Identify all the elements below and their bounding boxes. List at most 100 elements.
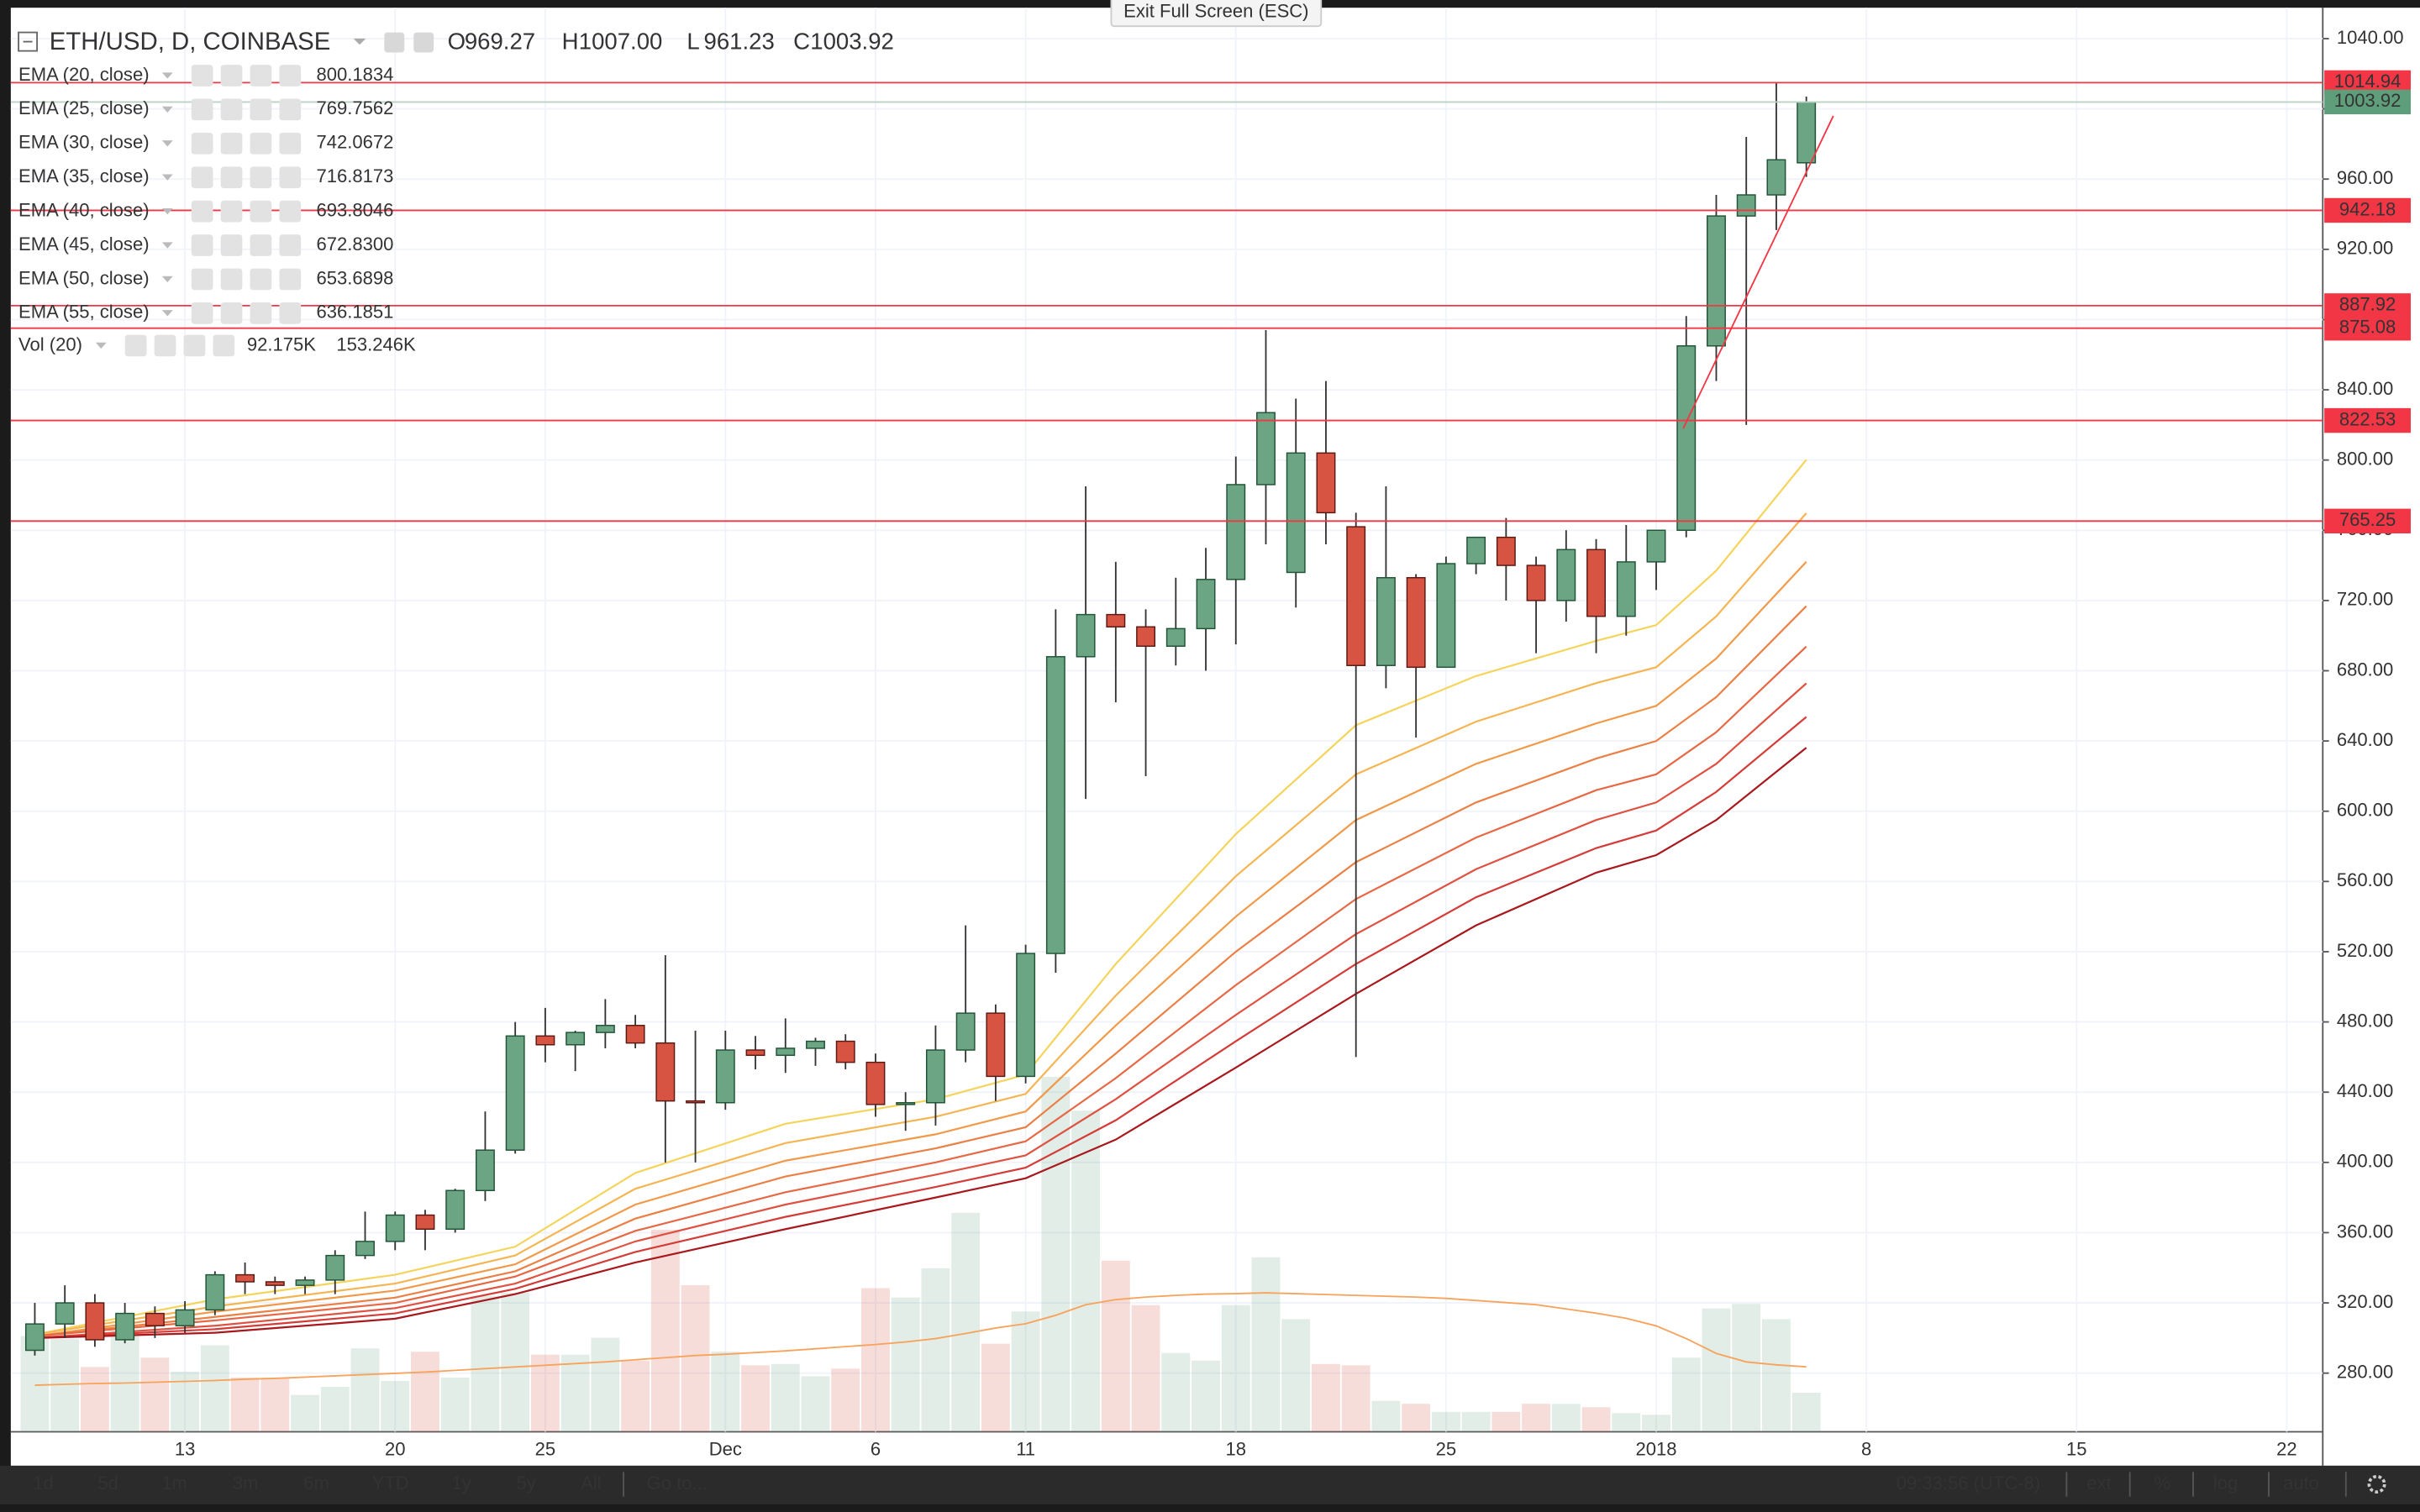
legend-icon[interactable] xyxy=(220,268,243,291)
legend-dropdown[interactable] xyxy=(161,310,173,317)
candle-body xyxy=(896,1102,916,1105)
option-button[interactable]: ext xyxy=(2086,1473,2111,1494)
candle-body xyxy=(445,1189,466,1230)
legend-dropdown[interactable] xyxy=(161,207,173,215)
legend-icon[interactable] xyxy=(191,98,213,121)
range-button[interactable]: 5d xyxy=(97,1473,118,1494)
legend-icon[interactable] xyxy=(279,98,302,121)
legend-entry: EMA (25, close) xyxy=(18,97,150,118)
legend-icon[interactable] xyxy=(191,234,213,256)
ohlc-value: 1003.92 xyxy=(810,29,894,55)
legend-icon[interactable] xyxy=(191,65,213,87)
legend-icon[interactable] xyxy=(279,200,302,223)
legend-icon[interactable] xyxy=(250,65,272,87)
legend-dropdown[interactable] xyxy=(161,72,173,79)
price-level-label: 765.25 xyxy=(2339,509,2396,530)
legend-dropdown[interactable] xyxy=(161,276,173,283)
legend-icon[interactable] xyxy=(154,334,176,357)
candle-body xyxy=(1586,549,1607,617)
legend-icon[interactable] xyxy=(220,234,243,256)
legend-icon[interactable] xyxy=(250,234,272,256)
y-tick-label: 920.00 xyxy=(2337,238,2393,259)
fullscreen-hint-box[interactable] xyxy=(1110,0,1323,28)
range-button[interactable]: 1y xyxy=(452,1473,471,1494)
x-tick-label: 2018 xyxy=(1636,1438,1677,1459)
volume-bar xyxy=(1341,1365,1370,1432)
range-button[interactable]: 3m xyxy=(233,1473,259,1494)
legend-icon[interactable] xyxy=(279,132,302,155)
legend-icon[interactable] xyxy=(191,302,213,324)
legend-icon[interactable] xyxy=(250,268,272,291)
candle-body xyxy=(1496,536,1516,566)
legend-icon[interactable] xyxy=(279,65,302,87)
range-button[interactable]: YTD xyxy=(372,1473,409,1494)
range-button[interactable]: 1m xyxy=(161,1473,187,1494)
range-button[interactable]: 5y xyxy=(517,1473,536,1494)
candle-body xyxy=(535,1035,555,1046)
candle-body xyxy=(1346,526,1366,666)
legend-entry: Vol (20) xyxy=(18,333,82,354)
dropdown-arrow[interactable] xyxy=(353,38,366,45)
ohlc-value: 1007.00 xyxy=(579,29,663,55)
legend-dropdown[interactable] xyxy=(95,342,107,349)
legend-icon[interactable] xyxy=(220,302,243,324)
legend-icon[interactable] xyxy=(191,166,213,189)
legend-icon[interactable] xyxy=(220,98,243,121)
option-button[interactable]: % xyxy=(2154,1473,2170,1494)
legend-icon[interactable] xyxy=(191,200,213,223)
legend-icon[interactable] xyxy=(279,234,302,256)
candle-body xyxy=(475,1149,495,1192)
option-button[interactable]: auto xyxy=(2283,1473,2319,1494)
range-button[interactable]: All xyxy=(581,1473,601,1494)
legend-icon[interactable] xyxy=(191,268,213,291)
legend-icon[interactable] xyxy=(279,166,302,189)
legend-dropdown[interactable] xyxy=(161,140,173,147)
legend-dropdown[interactable] xyxy=(161,174,173,181)
legend-dropdown[interactable] xyxy=(161,106,173,113)
goto-button[interactable]: Go to... xyxy=(647,1473,708,1494)
legend-icon[interactable] xyxy=(191,132,213,155)
candle-body xyxy=(625,1025,645,1044)
range-button[interactable]: 1d xyxy=(33,1473,54,1494)
ohlc-key: C xyxy=(793,29,810,55)
range-button[interactable]: 6m xyxy=(303,1473,329,1494)
legend-icon[interactable] xyxy=(250,200,272,223)
volume-bar xyxy=(1402,1404,1431,1432)
volume-bar xyxy=(1762,1319,1791,1432)
volume-bar xyxy=(1612,1413,1641,1432)
legend-icon[interactable] xyxy=(183,334,206,357)
ema-line xyxy=(34,682,1807,1339)
legend-icon[interactable] xyxy=(220,132,243,155)
legend-icon[interactable] xyxy=(279,268,302,291)
candle-body xyxy=(1286,452,1306,574)
legend-icon[interactable] xyxy=(124,334,147,357)
volume-bar xyxy=(711,1352,740,1432)
volume-bar xyxy=(471,1295,500,1432)
legend-icon[interactable] xyxy=(220,200,243,223)
legend-icon[interactable] xyxy=(250,302,272,324)
legend-icon[interactable] xyxy=(279,302,302,324)
header-icon[interactable] xyxy=(384,32,405,53)
legend-icon[interactable] xyxy=(220,166,243,189)
candle-body xyxy=(806,1040,825,1049)
volume-bar xyxy=(1791,1393,1821,1432)
volume-bar xyxy=(1671,1357,1701,1432)
candle-body xyxy=(295,1279,315,1286)
legend-icon[interactable] xyxy=(250,166,272,189)
legend-icon[interactable] xyxy=(220,65,243,87)
legend-icon[interactable] xyxy=(250,98,272,121)
price-level-tag xyxy=(2324,293,2411,318)
legend-icon[interactable] xyxy=(250,132,272,155)
option-button[interactable]: log xyxy=(2213,1473,2238,1494)
collapse-icon[interactable] xyxy=(18,31,38,52)
candle-body xyxy=(986,1012,1006,1078)
volume-bar xyxy=(260,1377,290,1432)
candle-body xyxy=(1676,345,1697,532)
volume-bar xyxy=(1732,1304,1761,1432)
legend-dropdown[interactable] xyxy=(161,242,173,249)
candle-body xyxy=(1466,536,1486,564)
header-icon[interactable] xyxy=(413,32,434,53)
settings-button[interactable] xyxy=(2367,1474,2386,1494)
legend-icon[interactable] xyxy=(213,334,235,357)
volume-bar xyxy=(440,1377,470,1432)
